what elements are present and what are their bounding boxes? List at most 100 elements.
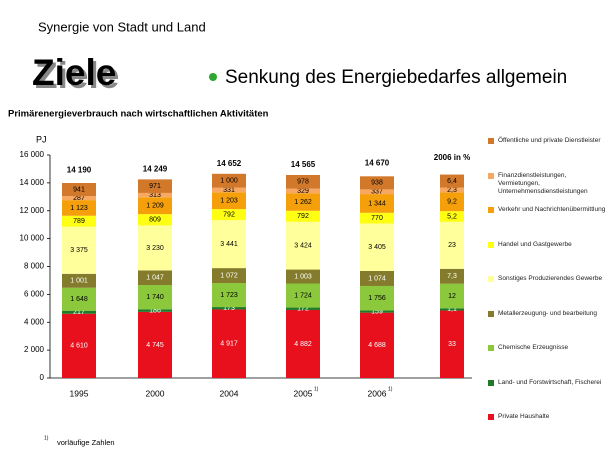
bar-segment <box>62 215 96 227</box>
bar-segment <box>360 223 394 272</box>
bar-segment <box>138 309 172 312</box>
x-tick-label: 1995 <box>70 388 89 398</box>
share-label: 23 <box>448 242 456 249</box>
y-tick-label: 14 000 <box>20 178 45 187</box>
total-label: 14 652 <box>217 159 242 168</box>
bar-segment <box>62 196 96 201</box>
share-segment <box>440 192 464 212</box>
share-label: 6,4 <box>447 178 457 185</box>
footnote-mark: 1) <box>44 435 49 441</box>
segment-label: 4 688 <box>368 342 386 349</box>
y-tick-label: 2 000 <box>24 345 45 354</box>
segment-label: 159 <box>371 308 383 315</box>
segment-label: 1 209 <box>146 203 164 210</box>
segment-label: 1 756 <box>368 295 386 302</box>
bar-segment <box>212 192 246 210</box>
legend-label: Land- und Forstwirtschaft, Fischerei <box>498 378 602 386</box>
share-segment <box>440 174 464 188</box>
bar-segment <box>62 310 96 314</box>
bar-segment <box>138 214 172 226</box>
segment-label: 1 001 <box>70 278 88 285</box>
x-tick-label: 2006 <box>368 388 387 398</box>
bar-segment <box>360 285 394 311</box>
segment-label: 1 072 <box>220 272 238 279</box>
segment-label: 971 <box>149 183 161 190</box>
y-axis-label: PJ <box>36 134 47 144</box>
y-tick-label: 12 000 <box>20 206 45 215</box>
bar-segment <box>62 313 96 378</box>
segment-label: 1 047 <box>146 275 164 282</box>
bar-segment <box>138 179 172 193</box>
share-label: 5,2 <box>447 213 457 220</box>
segment-label: 770 <box>371 215 383 222</box>
segment-label: 1 262 <box>294 199 312 206</box>
y-tick-label: 16 000 <box>20 150 45 159</box>
legend-swatch <box>488 207 494 213</box>
legend-label: Sonstiges Produzierendes Gewerbe <box>498 275 603 282</box>
share-segment <box>440 283 464 309</box>
bar-segment <box>212 173 246 188</box>
share-label: 9,2 <box>447 199 457 206</box>
bar-segment <box>62 273 96 288</box>
y-tick-label: 0 <box>40 373 45 382</box>
legend-label: Verkehr und Nachrichtenübermittlung <box>498 206 606 213</box>
legend-swatch <box>488 414 494 420</box>
segment-label: 173 <box>223 305 235 312</box>
segment-label: 186 <box>149 307 161 314</box>
segment-label: 1 123 <box>70 205 88 212</box>
segment-label: 4 610 <box>70 343 88 350</box>
segment-label: 941 <box>73 186 85 193</box>
x-tick-label: 2004 <box>220 388 239 398</box>
bar-segment <box>360 189 394 195</box>
x-tick-note: 1) <box>388 386 393 392</box>
segment-label: 1 648 <box>70 296 88 303</box>
bar-segment <box>212 220 246 269</box>
bar-segment <box>360 312 394 378</box>
segment-label: 978 <box>297 179 309 186</box>
share-segment <box>440 268 464 284</box>
segment-label: 3 405 <box>368 244 386 251</box>
total-label: 14 565 <box>291 160 316 169</box>
segment-label: 938 <box>371 180 383 187</box>
total-label: 14 670 <box>365 159 390 168</box>
bar-segment <box>212 187 246 193</box>
segment-label: 1 003 <box>294 273 312 280</box>
y-tick-label: 4 000 <box>24 317 45 326</box>
legend-swatch <box>488 138 494 144</box>
bullet-dot <box>209 73 217 81</box>
bar-segment <box>212 283 246 308</box>
share-label: 1,1 <box>447 306 457 313</box>
segment-label: 1 723 <box>220 292 238 299</box>
legend-swatch <box>488 310 494 317</box>
bar-segment <box>62 287 96 311</box>
legend-swatch <box>488 276 494 282</box>
segment-label: 792 <box>297 213 309 220</box>
legend-label: Handel und Gastgewerbe <box>498 240 572 248</box>
slide-title: Ziele <box>32 52 116 93</box>
bar-segment <box>286 210 320 222</box>
x-tick-label: 2005 <box>294 388 313 398</box>
legend-swatch <box>488 172 494 179</box>
segment-label: 1 344 <box>368 200 386 207</box>
bar-segment <box>212 209 246 221</box>
share-segment <box>440 310 464 378</box>
segment-label: 313 <box>149 192 161 199</box>
bar-segment <box>138 225 172 271</box>
segment-label: 172 <box>297 306 309 313</box>
total-label: 14 190 <box>67 165 92 174</box>
bar-segment <box>138 192 172 198</box>
share-segment <box>440 308 464 311</box>
segment-label: 329 <box>297 188 309 195</box>
share-label: 12 <box>448 293 456 300</box>
bar-segment <box>286 174 320 189</box>
legend-label: Chemische Erzeugnisse <box>498 344 569 351</box>
segment-label: 4 882 <box>294 341 312 348</box>
bar-segment <box>360 212 394 224</box>
bar-segment <box>212 307 246 310</box>
x-tick-note: 1) <box>314 386 319 392</box>
bullet-text: Senkung des Energiebedarfes allgemein <box>225 67 567 88</box>
bar-segment <box>286 193 320 211</box>
segment-label: 792 <box>223 211 235 218</box>
segment-label: 337 <box>371 189 383 196</box>
chart-title: Primärenergieverbrauch nach wirtschaftli… <box>8 109 269 120</box>
